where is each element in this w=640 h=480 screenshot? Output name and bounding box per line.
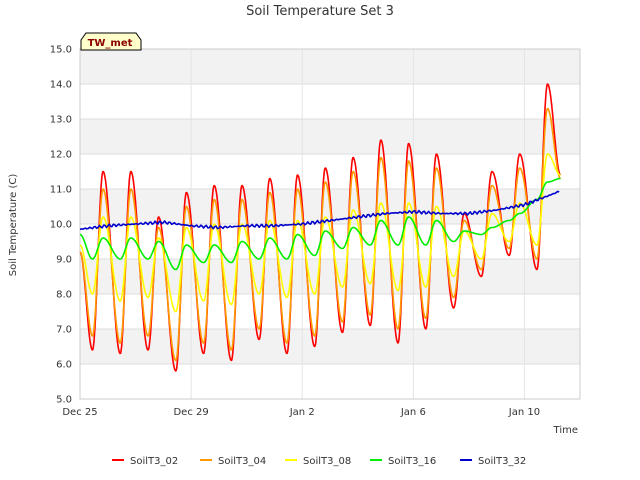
y-tick-label: 14.0 — [50, 80, 72, 91]
background-band — [80, 119, 580, 154]
legend-label: SoilT3_16 — [388, 456, 436, 467]
station-badge: TW_met — [80, 32, 142, 51]
x-tick-label: Jan 10 — [508, 407, 540, 418]
y-axis-title: Soil Temperature (C) — [8, 174, 19, 277]
background-bands — [80, 49, 580, 364]
y-tick-label: 13.0 — [50, 115, 72, 126]
series-line-soilt3-16 — [79, 177, 561, 271]
y-tick-labels: 5.0 6.0 7.0 8.0 9.0 10.0 11.0 12.0 13.0 14.0 15.0 — [50, 45, 72, 406]
y-tick-label: 6.0 — [56, 360, 72, 371]
legend-label: SoilT3_08 — [303, 456, 351, 467]
legend-label: SoilT3_04 — [218, 456, 266, 467]
y-tick-label: 7.0 — [56, 325, 72, 336]
y-tick-label: 10.0 — [50, 220, 72, 231]
series-line-soilt3-08 — [79, 153, 561, 313]
x-axis-title: Time — [553, 425, 578, 436]
x-tick-label: Jan 2 — [289, 407, 315, 418]
background-band — [80, 329, 580, 364]
y-tick-label: 9.0 — [56, 255, 72, 266]
background-band — [80, 259, 580, 294]
legend-label: SoilT3_32 — [478, 456, 526, 467]
background-band — [80, 49, 580, 84]
x-tick-label: Dec 29 — [173, 407, 208, 418]
y-tick-label: 15.0 — [50, 45, 72, 56]
badge-shape — [80, 32, 142, 51]
y-tick-label: 8.0 — [56, 290, 72, 301]
legend-label: SoilT3_02 — [130, 456, 178, 467]
y-tick-label: 11.0 — [50, 185, 72, 196]
badge-label: TW_met — [88, 38, 133, 49]
x-tick-label: Jan 6 — [400, 407, 426, 418]
chart-title: Soil Temperature Set 3 — [246, 4, 394, 19]
x-tick-labels: Dec 25 Dec 29 Jan 2 Jan 6 Jan 10 — [62, 407, 540, 418]
y-tick-label: 5.0 — [56, 395, 72, 406]
legend: SoilT3_02 SoilT3_04 SoilT3_08 SoilT3_16 Soil… — [112, 456, 526, 467]
y-tick-label: 12.0 — [50, 150, 72, 161]
series-line-soilt3-32 — [79, 190, 560, 231]
plot-frame — [79, 48, 581, 400]
x-tick-label: Dec 25 — [62, 407, 97, 418]
series-lines — [79, 83, 562, 372]
